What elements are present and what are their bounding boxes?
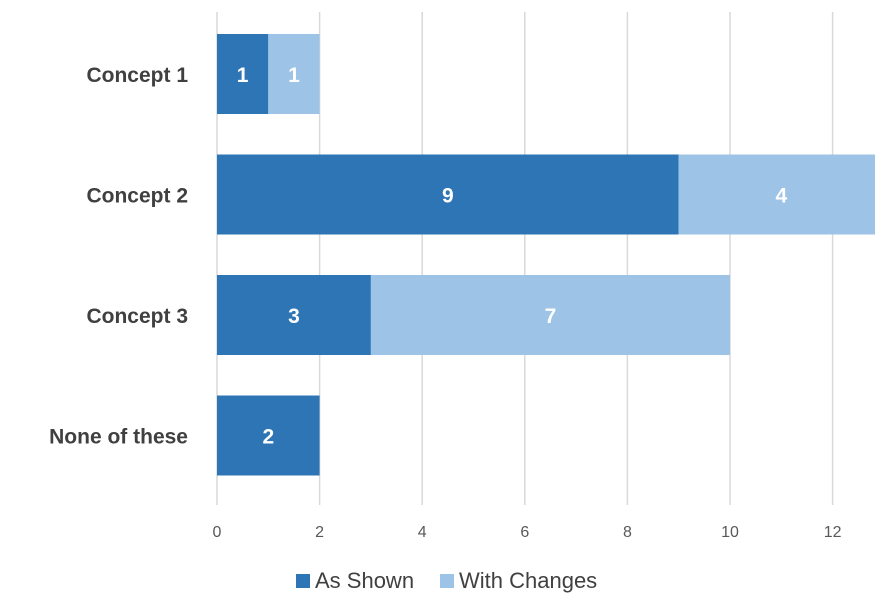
legend-swatch: [296, 574, 310, 588]
x-tick-label: 4: [418, 524, 427, 541]
bar-segment: [217, 275, 371, 355]
bar-segment: [217, 34, 269, 114]
bar-data-label: 7: [545, 305, 557, 328]
category-axis: Concept 1 Concept 2 Concept 3 None of these: [49, 64, 188, 449]
value-axis: 0 2 4 6 8 10 12: [213, 524, 842, 541]
bar-data-label: 4: [775, 185, 787, 208]
bars: [217, 34, 875, 476]
x-tick-label: 2: [315, 524, 324, 541]
x-tick-label: 10: [721, 524, 739, 541]
bar-data-label: 3: [288, 305, 300, 328]
bar-segment: [370, 275, 730, 355]
category-label: Concept 2: [86, 185, 188, 208]
bar-data-label: 1: [237, 64, 249, 87]
gridlines: [216, 12, 834, 505]
legend-label: With Changes: [459, 568, 597, 593]
legend-swatch: [440, 574, 454, 588]
legend: As Shown With Changes: [296, 568, 597, 593]
bar-segment: [678, 154, 875, 235]
bar-segment: [268, 34, 320, 114]
bar-data-label: 1: [288, 64, 300, 87]
bar-segment: [217, 154, 679, 235]
x-tick-label: 8: [623, 524, 632, 541]
bar-data-label: 2: [262, 426, 274, 449]
bar-segment: [217, 395, 320, 476]
legend-label: As Shown: [315, 568, 414, 593]
x-tick-label: 0: [213, 524, 222, 541]
category-label: Concept 3: [86, 305, 188, 328]
data-labels: 1 1 9 4 3 7 2: [237, 64, 788, 449]
bar-data-label: 9: [442, 185, 454, 208]
category-label: Concept 1: [86, 64, 188, 87]
x-tick-label: 12: [824, 524, 842, 541]
x-tick-label: 6: [520, 524, 529, 541]
category-label: None of these: [49, 426, 188, 449]
